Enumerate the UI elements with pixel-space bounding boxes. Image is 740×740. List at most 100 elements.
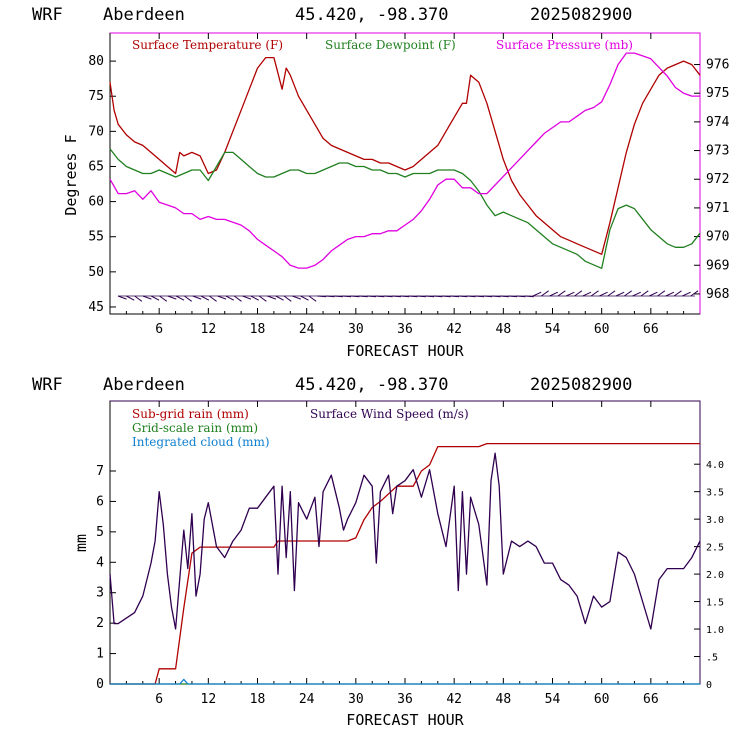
wind-barb	[200, 295, 210, 301]
wind-barb	[624, 290, 632, 297]
wind-barb	[225, 295, 235, 301]
wind-barb	[607, 290, 616, 297]
y2-tick-label: 970	[706, 230, 729, 245]
legend-wind-speed: Surface Wind Speed (m/s)	[310, 407, 469, 421]
wind-barb	[541, 290, 549, 297]
x-tick-label: 24	[299, 322, 315, 337]
x-tick-label: 66	[643, 322, 659, 337]
y-tick-label: 80	[88, 54, 104, 69]
panel2-station: Aberdeen	[103, 375, 185, 395]
x-tick-label: 42	[446, 322, 462, 337]
surface-wind-speed-line	[109, 452, 701, 630]
y2-tick-label: 969	[706, 258, 729, 273]
wind-barb	[682, 291, 691, 297]
wind-barb	[217, 295, 227, 300]
wind-barb	[640, 290, 649, 297]
wind-barb	[648, 291, 658, 297]
x-tick-label: 60	[594, 322, 610, 337]
x-tick-label: 30	[348, 322, 364, 337]
surface-pressure-line	[109, 52, 700, 269]
legend-subgrid-rain: Sub-grid rain (mm)	[132, 407, 249, 421]
panel2-coords: 45.420, -98.370	[295, 375, 449, 395]
y2-tick-label: 968	[706, 287, 729, 302]
y-tick-label: 2	[96, 616, 104, 631]
wind-barb	[308, 295, 317, 302]
wind-barb	[167, 295, 177, 300]
x-tick-label: 12	[201, 692, 217, 707]
wind-barb	[574, 290, 583, 297]
wind-barb	[233, 295, 242, 302]
panel1-x-label: FORECAST HOUR	[346, 342, 464, 360]
y2-tick-label: 1.0	[706, 625, 724, 636]
wind-barb	[117, 295, 127, 300]
wind-barb	[275, 295, 284, 301]
panel2-y-label: mm	[72, 534, 90, 552]
y-tick-label: 50	[88, 265, 104, 280]
x-tick-label: 12	[201, 322, 217, 337]
wind-barb	[532, 291, 542, 297]
panel2-x-ticks: 6 12 18 24 30 36 42 48 54 60 66	[125, 401, 685, 707]
wind-barb	[242, 295, 252, 300]
y2-tick-label: 3.0	[706, 515, 724, 526]
legend-surface-pressure: Surface Pressure (mb)	[496, 38, 633, 52]
wind-barb	[150, 295, 160, 301]
panel1-coords: 45.420, -98.370	[295, 5, 449, 25]
y-tick-label: 1	[96, 647, 104, 662]
wind-barb	[250, 295, 259, 301]
y-tick-label: 45	[88, 300, 104, 315]
y2-tick-label: 1.5	[706, 598, 724, 609]
panel1-run: 2025082900	[530, 5, 632, 25]
x-tick-label: 36	[397, 322, 413, 337]
y-tick-label: 55	[88, 230, 104, 245]
surface-dewpoint-line	[109, 148, 701, 269]
x-tick-label: 36	[397, 692, 413, 707]
legend-integrated-cloud: Integrated cloud (mm)	[132, 435, 270, 449]
wind-barb	[142, 295, 152, 300]
y-tick-label: 4	[96, 555, 104, 570]
surface-temperature-line	[109, 56, 701, 255]
x-tick-label: 54	[545, 322, 561, 337]
panel2-y2-ticks: 0 .5 1.0 1.5 2.0 2.5 3.0 3.5 4.0	[694, 460, 724, 691]
y-tick-label: 70	[88, 124, 104, 139]
x-tick-label: 60	[594, 692, 610, 707]
wind-barb	[599, 291, 608, 297]
panel1-y-ticks: 45 50 55 60 65 70 75 80	[88, 54, 116, 315]
y2-tick-label: 2.5	[706, 543, 724, 554]
y-tick-label: 6	[96, 494, 104, 509]
y2-tick-label: 976	[706, 58, 729, 73]
wind-barb	[549, 291, 559, 297]
y-tick-label: 0	[96, 677, 104, 692]
legend-gridscale-rain: Grid-scale rain (mm)	[132, 421, 258, 435]
wind-barb	[134, 295, 143, 302]
x-tick-label: 30	[348, 692, 364, 707]
wind-barb	[267, 295, 277, 300]
panel1-y2-ticks: 968 969 970 971 972 973 974 975 976	[694, 58, 730, 302]
panel2-model: WRF	[32, 375, 63, 395]
y2-tick-label: 4.0	[706, 460, 724, 471]
panel1-model: WRF	[32, 5, 63, 25]
y2-tick-label: .5	[706, 653, 718, 664]
panel2-series	[109, 442, 701, 685]
y2-tick-label: 973	[706, 144, 729, 159]
y2-tick-label: 974	[706, 115, 730, 130]
wind-barb	[292, 295, 301, 300]
x-tick-label: 48	[496, 692, 512, 707]
legend-surface-dewpoint: Surface Dewpoint (F)	[325, 38, 456, 52]
y2-tick-label: 3.5	[706, 488, 724, 499]
wind-barb	[582, 291, 592, 297]
y-tick-label: 5	[96, 525, 104, 540]
sub-grid-rain-line	[110, 442, 700, 685]
x-tick-label: 42	[446, 692, 462, 707]
wind-barb	[283, 295, 292, 302]
panel2-y-ticks: 0 1 2 3 4 5 6 7	[96, 464, 116, 692]
wind-barb	[615, 291, 625, 297]
wind-barb	[557, 290, 566, 297]
x-tick-label: 48	[496, 322, 512, 337]
wind-barb	[159, 295, 168, 302]
x-tick-label: 24	[299, 692, 315, 707]
wind-barb	[665, 291, 675, 297]
wind-barb	[192, 295, 202, 300]
panel1-x-ticks: 6 12 18 24 30 36 42 48 54 60 66	[125, 33, 685, 337]
y2-tick-label: 2.0	[706, 570, 724, 581]
